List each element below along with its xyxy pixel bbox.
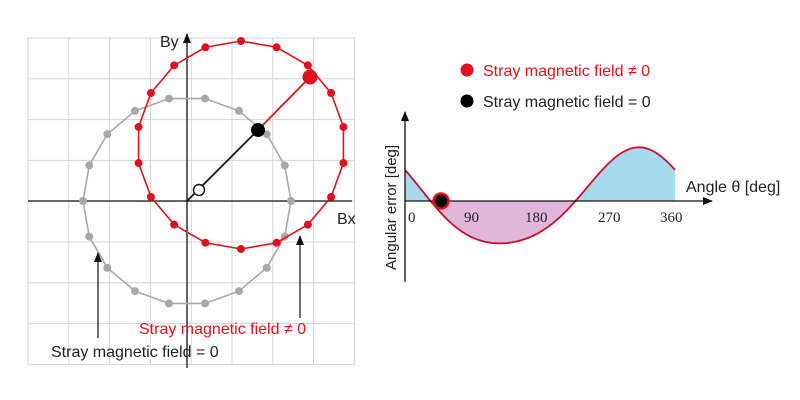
tick-label-360: 360 [660, 210, 683, 226]
red-circle-point [272, 238, 281, 247]
magnetic-field-circle-diagram: By Bx Stray magnetic field ≠ 0 Stray mag… [27, 33, 356, 368]
angular-error-plot: Angular error [deg] Angle θ [deg] 0 90 1… [383, 111, 780, 282]
red-circle-point [237, 37, 245, 45]
tick-label-0: 0 [408, 210, 416, 226]
legend-red-dot [460, 63, 474, 77]
bx-axis-label: Bx [337, 211, 356, 228]
red-circle-point [339, 122, 348, 131]
gray-circle-point [79, 197, 87, 205]
gray-circle-point [103, 130, 112, 139]
red-circle-point [134, 159, 143, 168]
gray-circle-point [131, 106, 139, 115]
red-circle-point [339, 159, 348, 168]
gray-circle-point [201, 94, 210, 103]
gray-circle-point [201, 299, 210, 308]
angular-error-axis-label: Angular error [deg] [383, 145, 400, 270]
red-circle-point [303, 61, 312, 70]
red-circle-point [327, 89, 336, 97]
tick-label-270: 270 [598, 210, 621, 226]
angular-error-curve [404, 146, 676, 245]
gray-circle-point [235, 106, 243, 115]
red-circle-annotation: Stray magnetic field ≠ 0 [139, 321, 306, 338]
measured-field-vector [257, 76, 311, 131]
gray-circle-point [85, 161, 94, 170]
tick-label-90: 90 [464, 210, 479, 226]
gray-circle-annotation: Stray magnetic field = 0 [51, 344, 219, 361]
legend-black-dot [460, 94, 474, 108]
gray-circle-point [235, 287, 243, 296]
gray-circle-point [103, 263, 112, 272]
origin-marker [192, 183, 206, 197]
positive-error-region-end [571, 147, 675, 206]
gray-circle-point [131, 287, 139, 296]
error-point-marker [432, 192, 450, 210]
tick-label-180: 180 [525, 210, 548, 226]
red-circle-point [134, 122, 143, 131]
gray-circle-point [280, 161, 289, 170]
gray-circle-point [164, 94, 173, 103]
red-circle-point [237, 245, 245, 253]
gray-circle-point [164, 299, 173, 308]
red-circle-point [272, 43, 281, 52]
red-circle-stray-field [134, 37, 348, 253]
red-circle-point [170, 61, 179, 70]
red-circle-point [303, 220, 312, 229]
legend-red-label: Stray magnetic field ≠ 0 [483, 63, 650, 80]
gray-circle-point [262, 263, 271, 272]
red-circle-point [170, 220, 179, 229]
by-axis-label: By [160, 34, 179, 51]
red-circle-point [146, 89, 155, 97]
red-circle-point [327, 193, 336, 201]
negative-error-region [441, 201, 572, 244]
red-circle-point [201, 43, 210, 52]
red-circle-point [201, 238, 210, 247]
gray-circle-point [85, 232, 94, 241]
gray-circle-point [287, 197, 295, 205]
red-point-marker [302, 69, 318, 85]
gray-circle-point [262, 130, 271, 139]
legend-black-label: Stray magnetic field = 0 [483, 94, 651, 111]
gray-circle-no-stray-field [79, 94, 295, 308]
angle-axis-label: Angle θ [deg] [686, 179, 780, 196]
legend: Stray magnetic field ≠ 0 Stray magnetic … [460, 63, 651, 111]
red-circle-point [146, 193, 155, 201]
black-point-marker [251, 123, 265, 137]
